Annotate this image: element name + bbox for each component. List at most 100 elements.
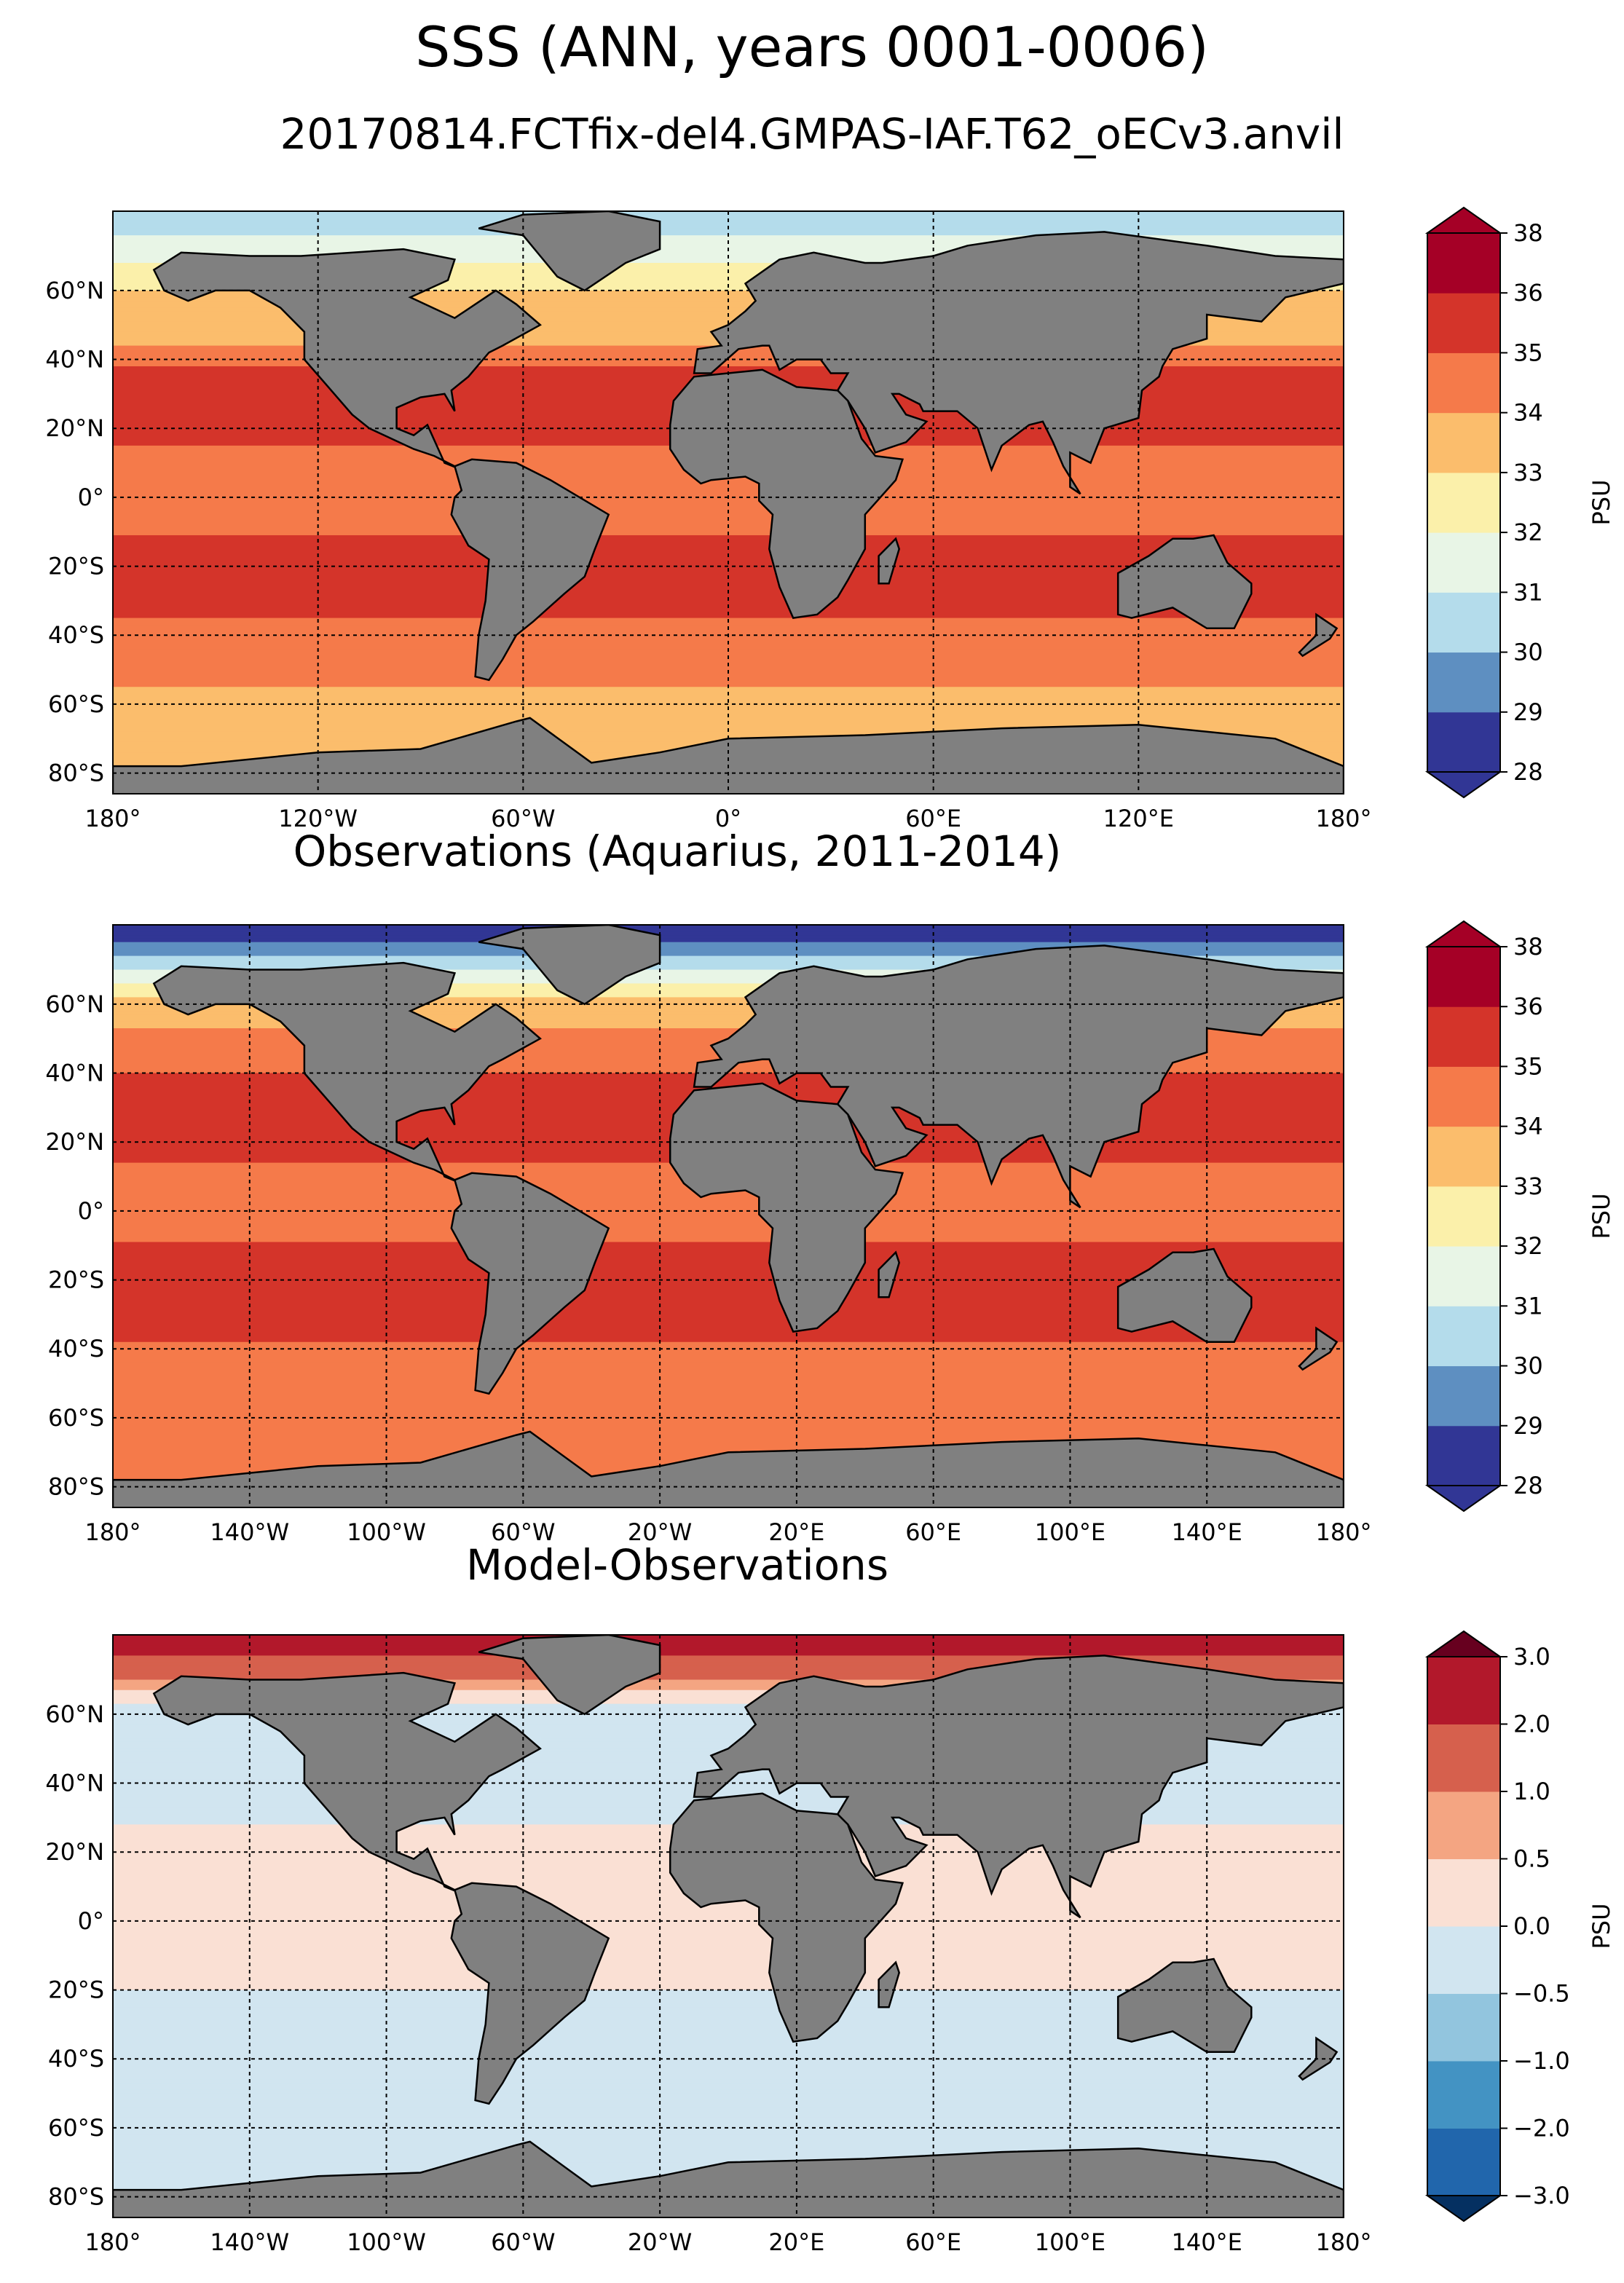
y-tick-label: 20°S	[48, 1266, 104, 1294]
colorbar-tick-label: −2.0	[1513, 2115, 1570, 2142]
colorbar-swatch	[1427, 1657, 1500, 1724]
africa-land	[669, 1792, 904, 2043]
y-tick-label: 20°N	[45, 414, 104, 442]
colorbar-swatch	[1427, 2128, 1500, 2196]
colorbar-extend-max	[1424, 1630, 1503, 1657]
map-frame	[112, 210, 1344, 794]
colorbar-tick-label: −1.0	[1513, 2047, 1570, 2075]
colorbar-tick-label: 33	[1513, 1172, 1543, 1200]
x-tick-label: 140°E	[1172, 1518, 1242, 1546]
colorbar-swatch	[1427, 1306, 1500, 1367]
map-frame	[112, 924, 1344, 1508]
x-tick-label: 180°	[1315, 805, 1371, 832]
y-tick-label: 20°S	[48, 1976, 104, 2004]
colorbar-label: PSU	[1588, 479, 1615, 525]
colorbar-tick-label: 3.0	[1513, 1643, 1550, 1671]
map-panel-1: 60°N 40°N 20°N 0° 20°S 40°S 60°S 80°S 180° 120°W 6…	[45, 206, 1615, 832]
x-tick-label: 20°E	[768, 2228, 824, 2256]
x-tick-label: 60°W	[491, 1518, 555, 1546]
colorbar-tick-label: 0.0	[1513, 1912, 1550, 1940]
panel-3-title: Model-Observations	[465, 1540, 889, 1590]
colorbar-swatch	[1427, 293, 1500, 353]
y-tick-label: 40°S	[48, 2045, 104, 2073]
colorbar-tick-label: 32	[1513, 1232, 1543, 1260]
madagascar-land	[878, 1960, 901, 2008]
map-frame	[112, 1634, 1344, 2218]
colorbar-swatch	[1427, 352, 1500, 414]
x-tick-label: 140°W	[210, 2228, 289, 2256]
colorbar-tick-label: −0.5	[1513, 1980, 1570, 2008]
colorbar-tick-label: 35	[1513, 1052, 1543, 1080]
colorbar-swatch	[1427, 472, 1500, 533]
x-tick-label: 100°E	[1035, 1518, 1105, 1546]
madagascar-land	[878, 1250, 901, 1298]
colorbar-swatch	[1427, 1006, 1500, 1067]
colorbar-swatch	[1427, 1425, 1500, 1486]
colorbar-frame	[1427, 232, 1501, 773]
australia-land	[1116, 534, 1253, 630]
y-tick-label: 60°N	[45, 1700, 104, 1728]
y-tick-label: 20°N	[45, 1838, 104, 1866]
salinity-field	[113, 925, 1344, 1507]
figure-title: SSS (ANN, years 0001-0006)	[415, 15, 1209, 79]
x-tick-label: 60°E	[905, 2228, 961, 2256]
colorbar-swatch	[1427, 532, 1500, 593]
y-tick-label: 40°N	[45, 346, 104, 374]
colorbar-tick-label: 36	[1513, 993, 1543, 1020]
y-tick-label: 0°	[78, 1907, 104, 1935]
salinity-field	[113, 211, 1344, 794]
colorbar-tick-label: 1.0	[1513, 1778, 1550, 1805]
south-america-land	[450, 458, 610, 682]
y-tick-label: 20°N	[45, 1128, 104, 1156]
madagascar-land	[878, 537, 901, 585]
colorbar-tick-label: 28	[1513, 758, 1543, 786]
colorbar-swatch	[1427, 711, 1500, 773]
colorbar-label: PSU	[1588, 1193, 1615, 1239]
y-tick-label: 80°S	[48, 1473, 104, 1501]
colorbar-swatch	[1427, 1246, 1500, 1306]
y-tick-label: 0°	[78, 1197, 104, 1225]
x-tick-label: 100°W	[347, 2228, 426, 2256]
x-tick-label: 60°E	[905, 1518, 961, 1546]
x-tick-label: 180°	[84, 1518, 141, 1546]
colorbar-swatch	[1427, 412, 1500, 473]
x-tick-label: 60°E	[905, 805, 961, 832]
colorbar-tick-label: 2.0	[1513, 1711, 1550, 1738]
colorbar-tick-label: 35	[1513, 339, 1543, 366]
x-tick-label: 120°W	[278, 805, 358, 832]
x-tick-label: 20°W	[628, 1518, 692, 1546]
y-tick-label: 60°N	[45, 990, 104, 1018]
greenland-land	[478, 211, 661, 292]
colorbar-swatch	[1427, 1724, 1500, 1792]
x-tick-label: 140°E	[1172, 2228, 1242, 2256]
colorbar-tick-label: 36	[1513, 279, 1543, 307]
colorbar-label: PSU	[1588, 1903, 1615, 1949]
colorbar-swatch	[1427, 1365, 1500, 1427]
colorbar-swatch	[1427, 233, 1500, 293]
greenland-land	[478, 925, 661, 1006]
y-tick-label: 60°S	[48, 1404, 104, 1432]
australia-land	[1116, 1247, 1253, 1344]
y-tick-label: 60°S	[48, 2114, 104, 2142]
salinity-field	[113, 1635, 1344, 2217]
colorbar-swatch	[1427, 652, 1500, 713]
colorbar-tick-label: 34	[1513, 399, 1543, 427]
colorbar-tick-label: 31	[1513, 1292, 1543, 1320]
colorbar-extend-min	[1424, 771, 1503, 799]
x-tick-label: 180°	[1315, 1518, 1371, 1546]
australia-land	[1116, 1957, 1253, 2054]
africa-land	[669, 1082, 904, 1333]
south-america-land	[450, 1882, 610, 2105]
colorbar-tick-label: 29	[1513, 1412, 1543, 1440]
colorbar-swatch	[1427, 1791, 1500, 1859]
colorbar-swatch	[1427, 1066, 1500, 1127]
colorbar-frame	[1427, 946, 1501, 1486]
colorbar-tick-label: 32	[1513, 518, 1543, 546]
y-tick-label: 40°N	[45, 1770, 104, 1797]
x-tick-label: 180°	[1315, 2228, 1371, 2256]
y-tick-label: 60°N	[45, 277, 104, 304]
colorbar-swatch	[1427, 1126, 1500, 1187]
colorbar-tick-label: 38	[1513, 933, 1543, 961]
colorbar-tick-label: 34	[1513, 1113, 1543, 1140]
